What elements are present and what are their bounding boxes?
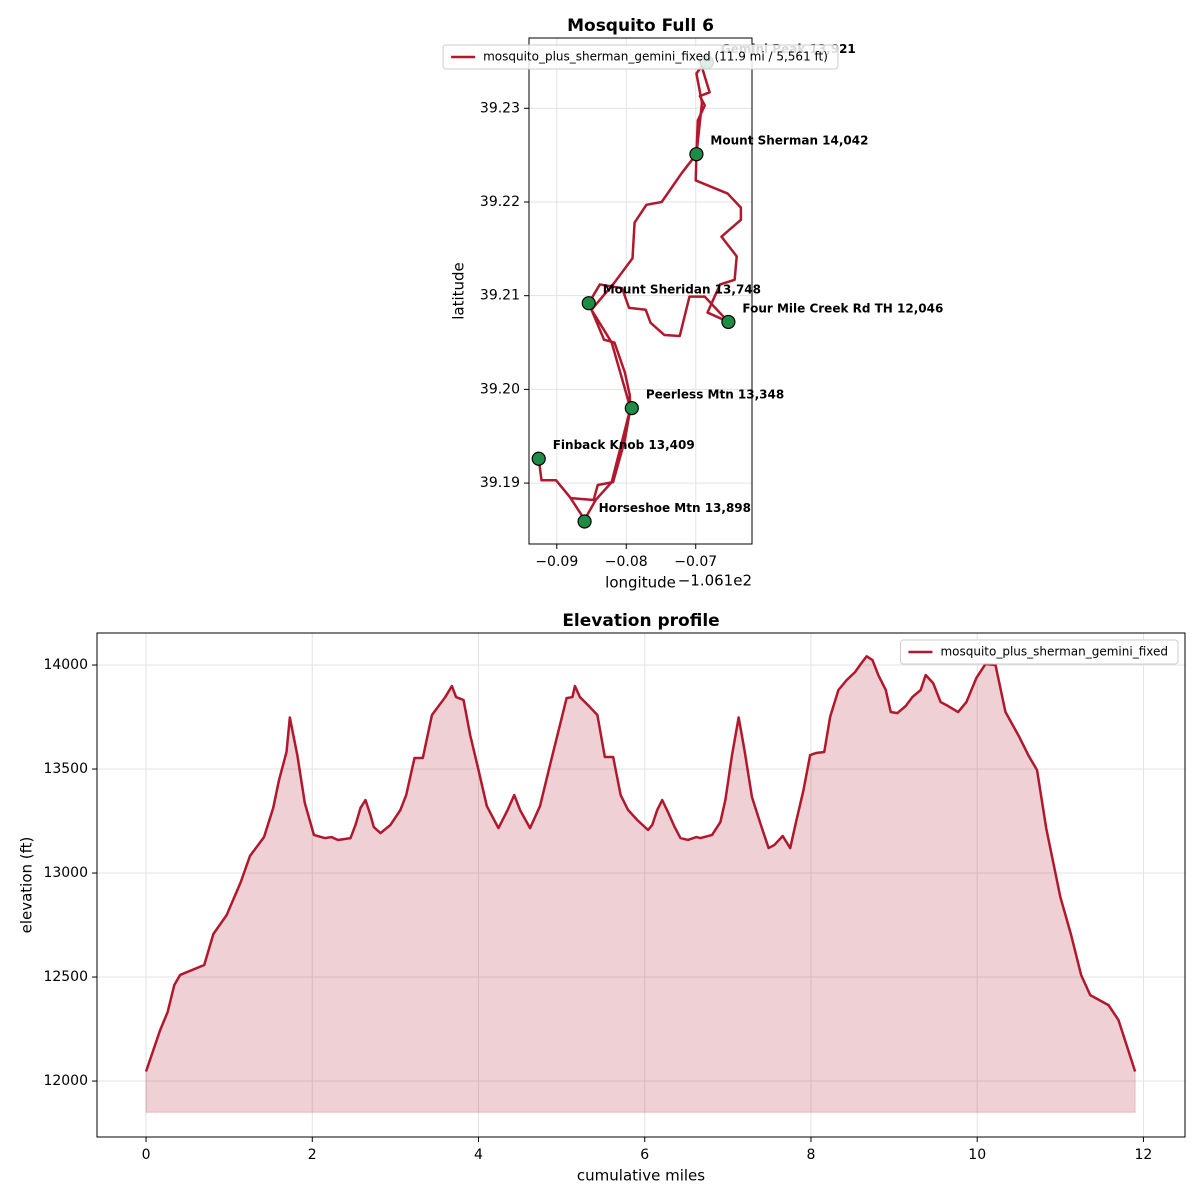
legend: mosquito_plus_sherman_gemini_fixed (899, 639, 1179, 665)
y-axis-label: latitude (450, 262, 468, 320)
x-axis-label: longitude (605, 574, 676, 592)
y-tick-label: 39.19 (480, 475, 520, 491)
y-tick-label: 14000 (43, 657, 88, 673)
legend-label: mosquito_plus_sherman_gemini_fixed (11.9… (483, 50, 828, 64)
route-line (537, 57, 743, 521)
axes-frame (528, 37, 753, 545)
waypoint-label: Mount Sherman 14,042 (710, 134, 868, 148)
x-tick-label: 2 (308, 1147, 317, 1163)
y-tick-label: 39.21 (480, 288, 520, 304)
waypoint-label: Horseshoe Mtn 13,898 (599, 501, 751, 515)
y-tick-label: 13000 (43, 865, 88, 881)
y-tick-label: 13500 (43, 761, 88, 777)
y-tick-label: 39.23 (480, 100, 520, 116)
waypoint-label: Peerless Mtn 13,348 (646, 388, 784, 402)
legend: mosquito_plus_sherman_gemini_fixed (11.9… (442, 44, 839, 70)
chart-title: Elevation profile (562, 611, 719, 631)
y-tick-label: 39.20 (480, 381, 520, 397)
legend-box (442, 44, 839, 70)
y-tick-label: 12500 (43, 969, 88, 985)
waypoint-marker (624, 401, 639, 416)
x-tick-label: −0.09 (535, 554, 578, 570)
waypoint-marker (531, 451, 546, 466)
x-tick-label: −0.07 (674, 554, 717, 570)
x-tick-label: 0 (142, 1147, 151, 1163)
waypoint-label: Four Mile Creek Rd TH 12,046 (742, 301, 943, 315)
x-axis-label: cumulative miles (577, 1167, 705, 1185)
route-line (144, 655, 1137, 1072)
x-tick-label: 6 (640, 1147, 649, 1163)
waypoint-label: Mount Sheridan 13,748 (603, 283, 761, 297)
y-tick-label: 12000 (43, 1073, 88, 1089)
y-tick-label: 39.22 (480, 194, 520, 210)
waypoint-marker (689, 147, 704, 162)
waypoint-label: Finback Knob 13,409 (553, 438, 695, 452)
y-axis-label: elevation (ft) (18, 837, 36, 934)
x-tick-label: 12 (1135, 1147, 1153, 1163)
x-tick-label: −0.08 (605, 554, 648, 570)
area-fill (145, 655, 1136, 1113)
waypoint-marker (577, 514, 592, 529)
waypoint-marker (581, 296, 596, 311)
x-offset-label: −1.061e2 (678, 572, 752, 590)
legend-label: mosquito_plus_sherman_gemini_fixed (940, 645, 1168, 659)
x-tick-label: 4 (474, 1147, 483, 1163)
chart-title: Mosquito Full 6 (567, 16, 714, 36)
x-tick-label: 10 (968, 1147, 986, 1163)
waypoint-marker (721, 314, 736, 330)
axes-frame (96, 632, 1186, 1138)
x-tick-label: 8 (807, 1147, 816, 1163)
legend-box (899, 639, 1179, 665)
